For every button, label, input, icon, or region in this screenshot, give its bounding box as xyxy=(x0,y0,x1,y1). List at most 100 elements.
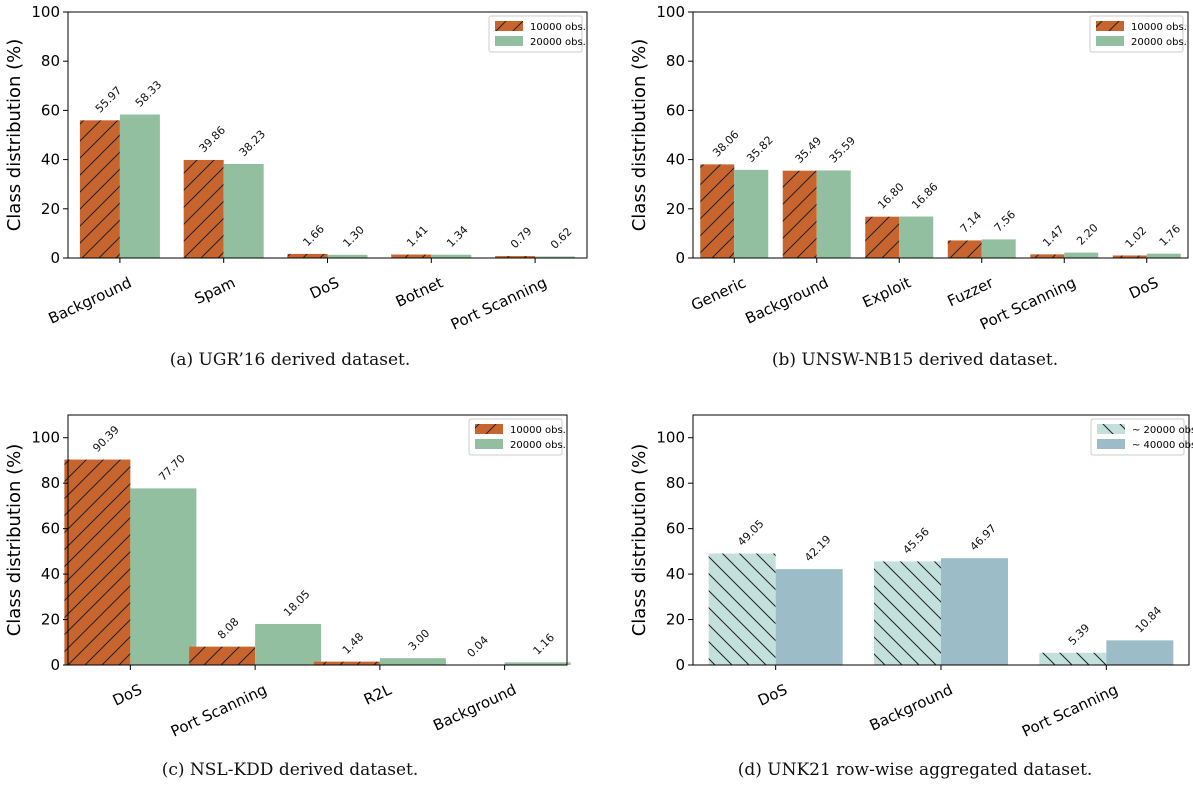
y-tick-label: 80 xyxy=(41,474,60,492)
bar-background-series-2 xyxy=(119,114,160,258)
chart-svg-b: 38.06 35.82 Generic 35.49 35.59 Background 16.… xyxy=(629,3,1189,334)
bar-value-label: 38.06 xyxy=(710,128,741,159)
bar-value-label: 0.79 xyxy=(508,225,535,252)
legend-swatch xyxy=(475,439,503,449)
bar-port-scanning-series-1 xyxy=(1030,254,1065,258)
bar-value-label: 2.20 xyxy=(1074,221,1101,248)
x-tick-label: Botnet xyxy=(393,273,446,310)
y-tick-label: 20 xyxy=(41,200,60,218)
legend-swatch xyxy=(495,36,523,46)
y-tick-label: 80 xyxy=(666,474,685,492)
bar-r2l-series-1 xyxy=(313,661,380,665)
bar-value-label: 42.19 xyxy=(802,533,833,564)
chart-svg-d: 49.05 42.19 DoS 45.56 46.97 Background 5.39 10.… xyxy=(629,414,1193,741)
y-tick-label: 20 xyxy=(666,200,685,218)
bar-value-label: 1.48 xyxy=(340,630,367,657)
bar-fuzzer-series-1 xyxy=(947,240,982,258)
bar-exploit-series-2 xyxy=(899,216,934,258)
bar-port-scanning-series-1 xyxy=(1039,652,1107,665)
x-tick-label: Background xyxy=(46,273,135,327)
legend-swatch xyxy=(1097,424,1125,434)
legend: 10000 obs. 20000 obs. xyxy=(488,15,586,53)
legend-swatch xyxy=(475,424,503,434)
y-tick-label: 80 xyxy=(41,52,60,70)
bar-value-label: 58.33 xyxy=(133,78,164,109)
bar-botnet-series-1 xyxy=(391,254,432,258)
bar-value-label: 38.23 xyxy=(237,128,268,159)
bar-value-label: 39.86 xyxy=(197,124,228,155)
bar-value-label: 55.97 xyxy=(93,84,124,115)
bar-r2l-series-2 xyxy=(379,658,446,665)
legend-label: 20000 obs. xyxy=(510,440,566,451)
bar-value-label: 35.82 xyxy=(744,134,775,165)
legend: ~ 20000 obs. ~ 40000 obs. xyxy=(1090,418,1193,456)
bar-value-label: 1.41 xyxy=(404,223,431,250)
bar-dos-series-1 xyxy=(287,253,328,258)
x-tick-label: DoS xyxy=(755,680,790,709)
y-tick-label: 60 xyxy=(666,520,685,538)
caption-d: (d) UNK21 row-wise aggregated dataset. xyxy=(737,760,1093,780)
bar-value-label: 18.05 xyxy=(281,588,312,619)
caption-b: (b) UNSW-NB15 derived dataset. xyxy=(771,350,1059,370)
y-tick-label: 0 xyxy=(50,249,60,267)
y-axis-label: Class distribution (%) xyxy=(4,444,25,637)
y-axis-label: Class distribution (%) xyxy=(4,39,25,232)
caption-c: (c) NSL-KDD derived dataset. xyxy=(161,760,419,780)
bar-spam-series-2 xyxy=(223,163,264,258)
y-tick-label: 40 xyxy=(41,565,60,583)
caption-a: (a) UGR’16 derived dataset. xyxy=(169,350,411,370)
bar-dos-series-1 xyxy=(64,459,131,665)
bar-port-scanning-series-1 xyxy=(189,646,256,665)
bar-value-label: 10.84 xyxy=(1133,604,1164,635)
bar-value-label: 1.34 xyxy=(444,223,471,250)
y-tick-label: 80 xyxy=(666,52,685,70)
axes-frame xyxy=(692,414,1190,666)
bar-value-label: 46.97 xyxy=(967,522,998,553)
x-tick-label: DoS xyxy=(1126,273,1161,302)
bar-value-label: 1.66 xyxy=(300,223,327,250)
legend-swatch xyxy=(495,21,523,31)
bar-value-label: 16.80 xyxy=(875,180,906,211)
legend: 10000 obs. 20000 obs. xyxy=(1089,15,1187,53)
x-tick-label: Port Scanning xyxy=(1019,680,1121,740)
bar-value-label: 1.47 xyxy=(1040,223,1067,250)
legend-label: 10000 obs. xyxy=(530,22,586,33)
y-tick-label: 40 xyxy=(666,565,685,583)
chart-panel-d: 49.05 42.19 DoS 45.56 46.97 Background 5.39 10.… xyxy=(596,393,1193,787)
x-tick-label: Spam xyxy=(192,273,238,307)
y-tick-label: 60 xyxy=(41,520,60,538)
bar-value-label: 0.04 xyxy=(465,634,492,661)
bar-background-series-2 xyxy=(816,170,851,258)
bar-generic-series-2 xyxy=(734,169,769,258)
legend-label: 10000 obs. xyxy=(1131,22,1187,33)
chart-panel-a: 55.97 58.33 Background 39.86 38.23 Spam 1.66 1.… xyxy=(0,0,596,393)
axes-frame xyxy=(67,414,568,666)
bar-value-label: 3.00 xyxy=(406,627,433,654)
bar-value-label: 77.70 xyxy=(156,452,187,483)
bar-value-label: 5.39 xyxy=(1066,621,1093,648)
bar-value-label: 1.76 xyxy=(1157,222,1184,249)
legend-label: 10000 obs. xyxy=(510,425,566,436)
legend-swatch xyxy=(1096,21,1124,31)
chart-svg-c: 90.39 77.70 DoS 8.08 18.05 Port Scanning 1.48 3… xyxy=(4,414,571,741)
bar-value-label: 8.08 xyxy=(215,615,242,642)
bar-generic-series-1 xyxy=(700,164,735,258)
legend-label: ~ 20000 obs. xyxy=(1132,425,1193,436)
chart-panel-b: 38.06 35.82 Generic 35.49 35.59 Background 16.… xyxy=(596,0,1193,393)
y-tick-label: 100 xyxy=(656,429,685,447)
bar-dos-series-2 xyxy=(130,488,197,665)
y-tick-label: 0 xyxy=(675,656,685,674)
axes-frame xyxy=(692,11,1189,259)
bar-value-label: 7.56 xyxy=(992,208,1019,235)
bar-port-scanning-series-1 xyxy=(495,256,536,258)
bar-value-label: 16.86 xyxy=(909,180,940,211)
x-tick-label: Fuzzer xyxy=(945,273,997,310)
x-tick-label: DoS xyxy=(110,680,145,709)
y-tick-label: 100 xyxy=(31,3,60,21)
x-tick-label: Background xyxy=(867,680,956,734)
y-tick-label: 40 xyxy=(41,151,60,169)
x-tick-label: Exploit xyxy=(860,273,914,311)
bar-port-scanning-series-2 xyxy=(1106,640,1174,665)
bar-dos-series-2 xyxy=(327,254,368,258)
y-tick-label: 60 xyxy=(666,101,685,119)
